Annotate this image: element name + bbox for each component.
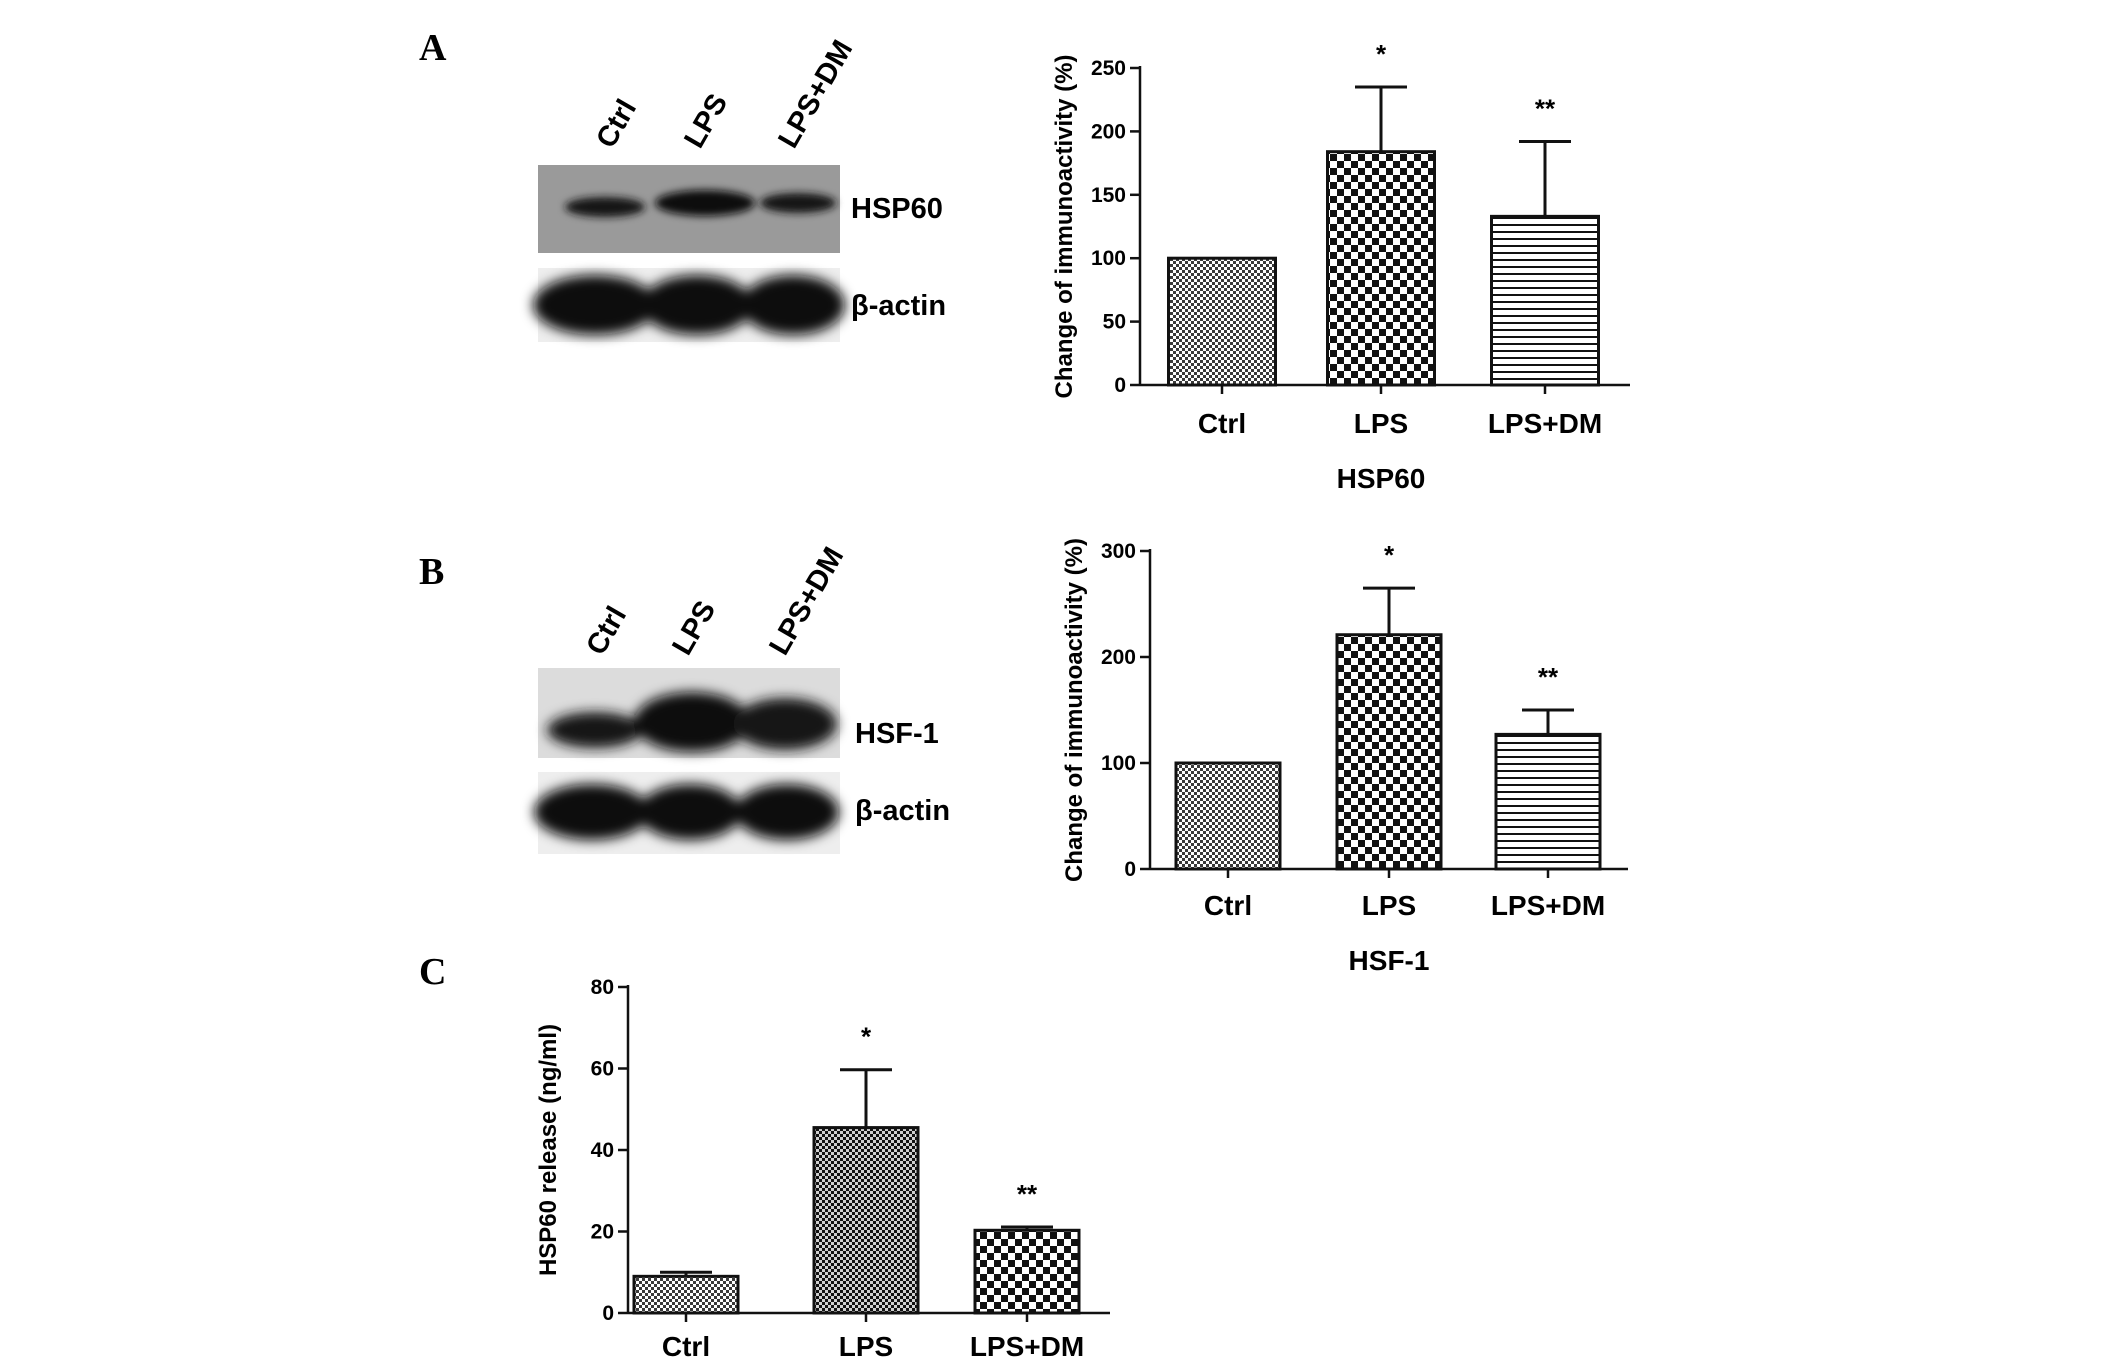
- chart-a: 0 50 100 150 200 250 Ctrl * LPS ** LPS+DM Change of…: [1051, 39, 1630, 494]
- bar-lps: [812, 1126, 920, 1315]
- bar-lps-dm: [1490, 214, 1600, 387]
- x-axis-label: HSF-1: [1349, 945, 1430, 976]
- category-label: Ctrl: [1198, 408, 1246, 439]
- category-label: Ctrl: [662, 1331, 710, 1362]
- band: [634, 692, 750, 752]
- band: [547, 712, 643, 748]
- category-label: LPS: [1354, 408, 1408, 439]
- significance-mark: *: [861, 1022, 872, 1052]
- lane-label-ctrl: Ctrl: [590, 94, 643, 153]
- band: [733, 698, 837, 750]
- band: [534, 784, 650, 840]
- band: [741, 275, 845, 335]
- panel-label-c: C: [419, 951, 446, 993]
- band-label-hsf1: HSF-1: [855, 718, 939, 750]
- bar-ctrl: [1174, 761, 1282, 871]
- category-label: LPS+DM: [1488, 408, 1602, 439]
- lane-label-ctrl: Ctrl: [580, 601, 633, 660]
- y-tick-label: 300: [1101, 540, 1136, 563]
- y-tick-label: 200: [1101, 646, 1136, 669]
- band: [638, 784, 742, 840]
- category-label: LPS: [1362, 890, 1416, 921]
- y-tick-label: 20: [591, 1221, 614, 1244]
- significance-mark: **: [1017, 1179, 1038, 1209]
- y-tick-label: 200: [1091, 120, 1126, 143]
- y-tick-label: 0: [602, 1302, 614, 1325]
- blot-b: Ctrl LPS LPS+DM HSF-1 β-actin: [534, 542, 950, 854]
- lane-label-lps: LPS: [678, 89, 734, 154]
- bar-ctrl: [1167, 256, 1277, 387]
- lane-label-lps-dm: LPS+DM: [763, 542, 850, 661]
- y-tick-label: 250: [1091, 57, 1126, 80]
- bar-lps-dm: [1494, 732, 1602, 871]
- y-tick-label: 40: [591, 1139, 614, 1162]
- y-tick-label: 100: [1091, 247, 1126, 270]
- chart-c: 0 20 40 60 80 Ctrl * LPS ** LPS+DM HSP60 release (…: [535, 976, 1110, 1362]
- lane-label-lps-dm: LPS+DM: [772, 35, 859, 154]
- band-label-hsp60: HSP60: [851, 193, 943, 225]
- band-label-beta-actin: β-actin: [851, 290, 946, 322]
- significance-mark: **: [1538, 662, 1559, 692]
- significance-mark: *: [1384, 540, 1395, 570]
- band: [565, 197, 645, 217]
- significance-mark: *: [1376, 39, 1387, 69]
- y-tick-label: 60: [591, 1058, 614, 1081]
- bar-lps: [1335, 633, 1443, 871]
- y-tick-label: 100: [1101, 752, 1136, 775]
- y-tick-label: 150: [1091, 184, 1126, 207]
- band: [760, 193, 836, 213]
- band-label-beta-actin: β-actin: [855, 795, 950, 827]
- bar-lps-dm: [973, 1228, 1081, 1315]
- chart-b: 0 100 200 300 Ctrl * LPS ** LPS+DM Change of immu…: [1061, 538, 1628, 976]
- y-tick-label: 0: [1124, 858, 1136, 881]
- lane-label-lps: LPS: [666, 596, 722, 661]
- y-axis-label: Change of immunoactivity (%): [1061, 538, 1088, 882]
- category-label: LPS: [839, 1331, 893, 1362]
- panel-label-a: A: [419, 27, 447, 69]
- y-axis-label: Change of immunoactivity (%): [1051, 54, 1078, 398]
- panel-label-b: B: [419, 551, 444, 593]
- band: [641, 275, 753, 335]
- band: [533, 275, 657, 335]
- x-axis-label: HSP60: [1337, 463, 1426, 494]
- category-label: LPS+DM: [1491, 890, 1605, 921]
- y-tick-label: 0: [1114, 374, 1126, 397]
- y-axis-label: HSP60 release (ng/ml): [535, 1024, 562, 1276]
- y-tick-label: 50: [1103, 311, 1126, 334]
- band: [735, 784, 839, 840]
- category-label: Ctrl: [1204, 890, 1252, 921]
- significance-mark: **: [1535, 94, 1556, 124]
- bar-ctrl: [632, 1274, 740, 1315]
- category-label: LPS+DM: [970, 1331, 1084, 1362]
- bar-lps: [1326, 150, 1436, 387]
- blot-a: Ctrl LPS LPS+DM HSP60 β-actin: [533, 35, 946, 342]
- band: [655, 190, 755, 216]
- y-tick-label: 80: [591, 976, 614, 999]
